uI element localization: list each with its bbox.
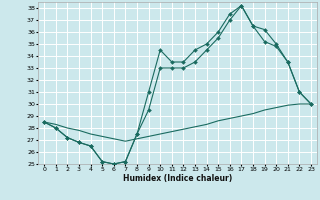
X-axis label: Humidex (Indice chaleur): Humidex (Indice chaleur) [123, 174, 232, 183]
